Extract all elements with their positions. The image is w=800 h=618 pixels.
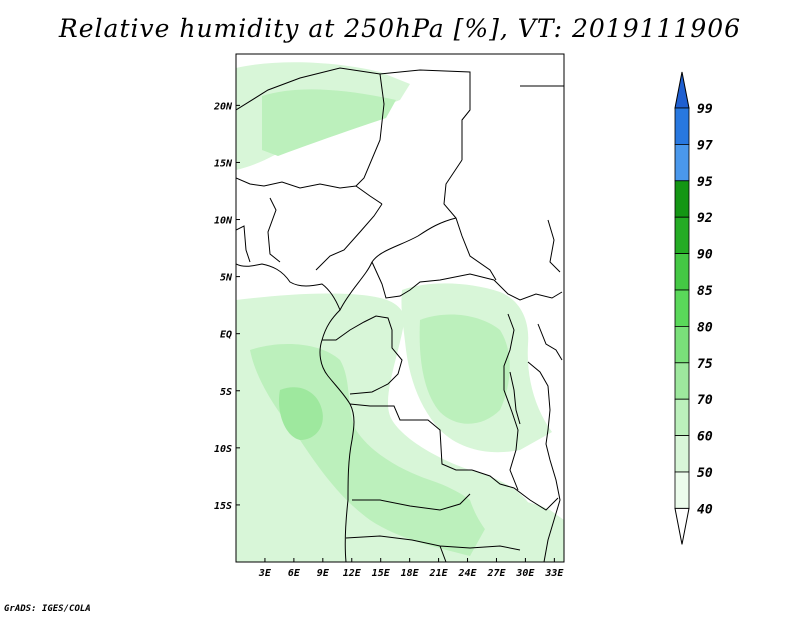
colorbar-label: 85: [697, 284, 713, 299]
border-west-coast: [236, 225, 251, 263]
colorbar-swatch: [674, 107, 690, 145]
colorbar-label: 92: [697, 211, 713, 226]
border-sahel: [236, 177, 383, 205]
x-tick-label: 21E: [429, 568, 449, 579]
colorbar-label: 80: [697, 320, 713, 335]
x-tick-label: 6E: [288, 568, 301, 579]
border-south: [345, 535, 521, 562]
colorbar-swatch: [674, 398, 690, 437]
x-tick-label: 27E: [486, 568, 506, 579]
y-tick-label: 5N: [220, 273, 233, 284]
border-nigeria: [267, 197, 383, 271]
y-tick-label: 15N: [214, 158, 233, 169]
colorbar-swatch: [674, 253, 690, 291]
colorbar-top-arrow: [674, 71, 690, 109]
credit-label: GrADS: IGES/COLA: [4, 604, 91, 614]
colorbar-label: 60: [697, 430, 713, 445]
border-zambia: [471, 469, 559, 511]
country-borders: [236, 67, 564, 562]
colorbar-swatch: [674, 362, 690, 400]
border-south-sudan: [493, 219, 563, 301]
humidity-region-southeast: [470, 498, 564, 562]
y-axis: 20N 15N 10N 5N EQ 5S 10S 15S: [213, 101, 240, 512]
y-tick-label: 10N: [214, 216, 233, 227]
x-tick-label: 33E: [544, 568, 564, 579]
border-chad-sudan: [443, 159, 497, 281]
colorbar-swatch: [674, 143, 690, 182]
map-frame: [235, 53, 565, 563]
colorbar-swatch: [674, 325, 690, 364]
colorbar-label: 70: [697, 393, 713, 408]
border-east: [527, 323, 563, 562]
x-tick-label: 12E: [343, 568, 362, 579]
colorbar-swatch: [674, 435, 690, 473]
colorbar-label: 95: [697, 175, 713, 190]
humidity-patch-west: [278, 387, 323, 440]
border-libya-sudan: [461, 85, 564, 160]
x-tick-label: 15E: [372, 568, 391, 579]
border-car: [371, 261, 495, 299]
lake-tanganyika: [509, 371, 521, 425]
colorbar-label: 97: [697, 138, 713, 153]
x-axis: 3E 6E 9E 12E 15E 18E 21E 24E 27E 30E 33E: [258, 558, 564, 579]
border-gabon-congo: [322, 315, 403, 395]
x-tick-label: 30E: [515, 568, 535, 579]
y-tick-label: 5S: [220, 387, 232, 398]
humidity-shading: [236, 62, 564, 562]
colorbar-swatch: [674, 471, 690, 509]
x-tick-label: 18E: [401, 568, 420, 579]
chart-title: Relative humidity at 250hPa [%], VT: 201…: [58, 14, 742, 43]
colorbar-label: 40: [697, 502, 713, 517]
x-tick-label: 3E: [258, 568, 272, 579]
x-tick-label: 9E: [317, 568, 330, 579]
border-cameroon: [339, 217, 457, 311]
border-niger-chad: [355, 73, 385, 187]
y-tick-label: 15S: [214, 501, 232, 512]
y-tick-label: 20N: [213, 101, 233, 112]
colorbar-label: 90: [697, 248, 713, 263]
colorbar-bottom-arrow: [674, 507, 690, 545]
border-angola: [349, 403, 472, 511]
y-tick-label: 10S: [214, 444, 232, 455]
colorbar-swatch: [674, 180, 690, 218]
humidity-core-congo: [419, 314, 510, 424]
colorbar-swatch: [674, 289, 690, 327]
colorbar-label: 75: [697, 357, 713, 372]
colorbar: 99 97 95 92 90 85 80 75 70 60 50 40: [674, 71, 713, 545]
humidity-core-north: [262, 89, 396, 156]
colorbar-label: 50: [697, 466, 713, 481]
colorbar-swatch: [674, 216, 690, 254]
x-tick-label: 24E: [457, 568, 477, 579]
border-drc-east: [503, 313, 519, 491]
colorbar-label: 99: [697, 102, 713, 117]
y-tick-label: EQ: [220, 330, 232, 341]
